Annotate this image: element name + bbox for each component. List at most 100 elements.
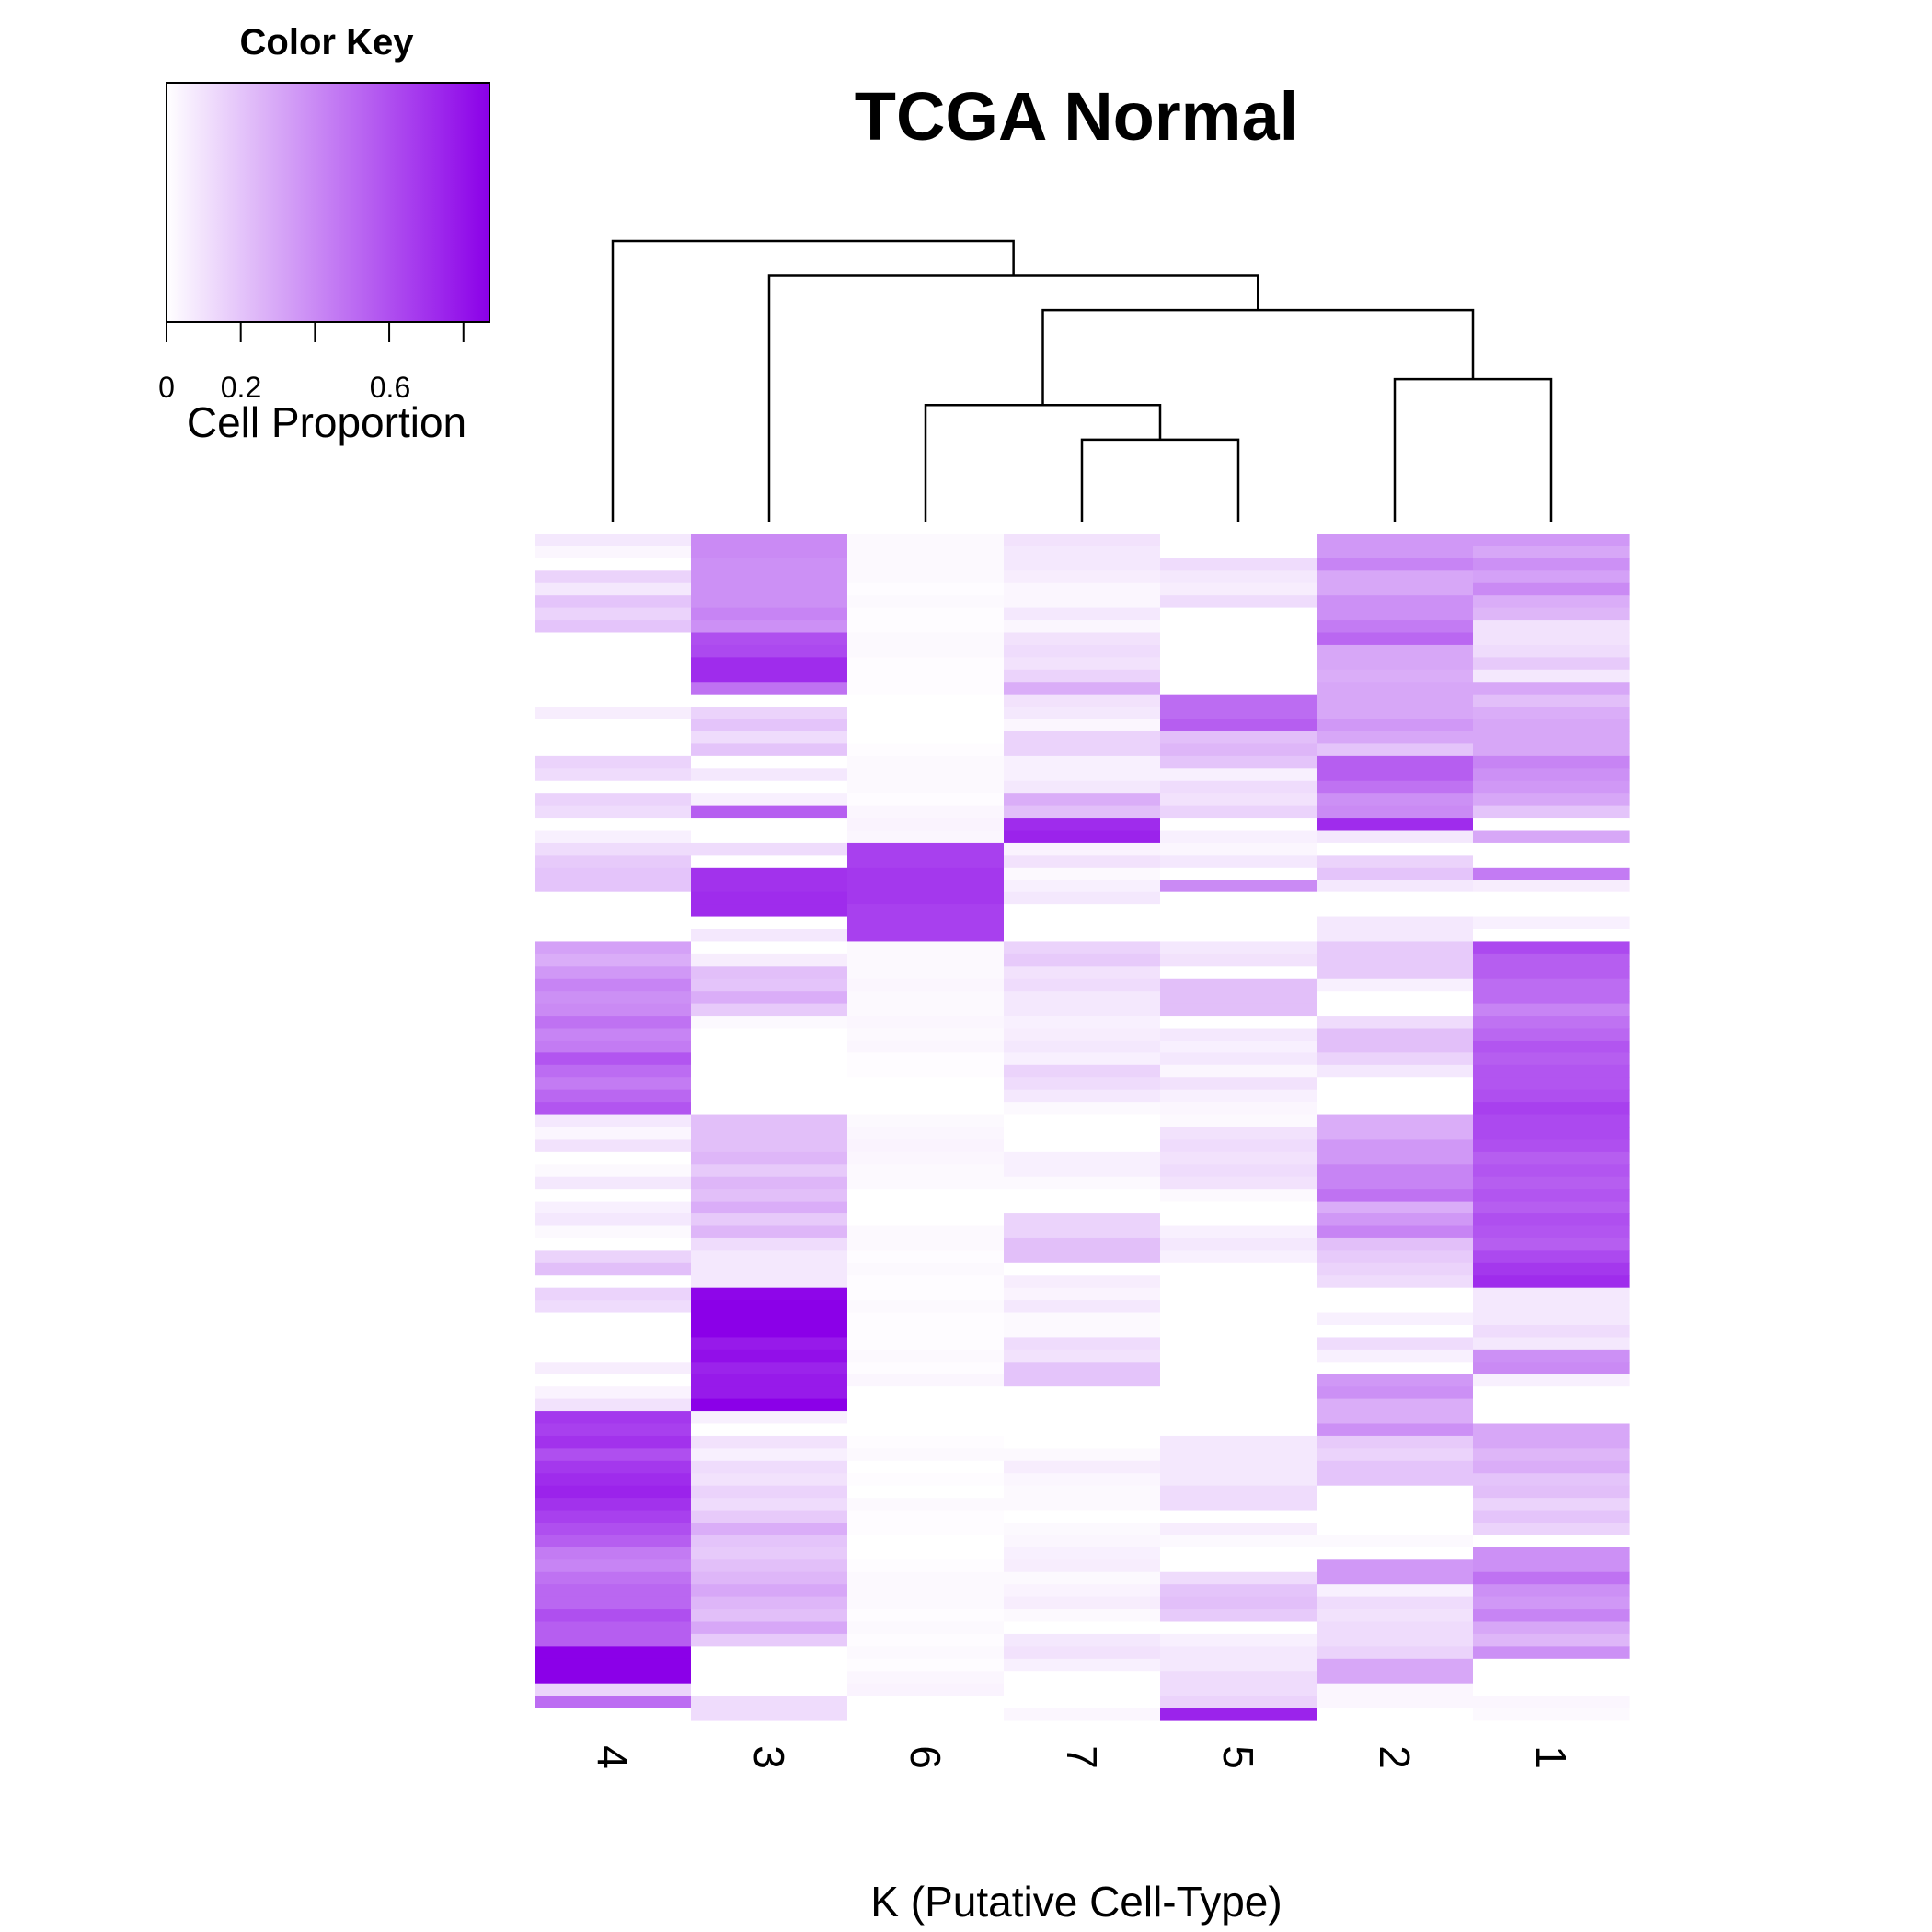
heatmap-cell-k5-row19	[1160, 768, 1317, 782]
heatmap-cell-k3-row39	[691, 1016, 848, 1029]
heatmap-cell-k5-row6	[1160, 607, 1317, 621]
heatmap-cell-k3-row59	[691, 1262, 848, 1276]
heatmap-cell-k6-row59	[847, 1262, 1005, 1276]
heatmap-cell-k5-row40	[1160, 1028, 1317, 1041]
heatmap-cell-k7-row24	[1004, 830, 1161, 844]
heatmap-cell-k7-row35	[1004, 966, 1161, 980]
heatmap-cell-k3-row58	[691, 1250, 848, 1264]
heatmap-cell-k2-row64	[1317, 1325, 1474, 1339]
heatmap-cell-k6-row50	[847, 1151, 1005, 1165]
heatmap-cell-k1-row93	[1473, 1683, 1630, 1696]
heatmap-cell-k4-row0	[535, 534, 692, 547]
heatmap-cell-k6-row28	[847, 880, 1005, 893]
heatmap-cell-k7-row16	[1004, 731, 1161, 745]
heatmap-cell-k2-row44	[1317, 1077, 1474, 1091]
heatmap-cell-k1-row86	[1473, 1596, 1630, 1610]
heatmap-cell-k5-row78	[1160, 1498, 1317, 1512]
heatmap-cell-k6-row87	[847, 1609, 1005, 1623]
heatmap-cell-k1-row66	[1473, 1349, 1630, 1363]
heatmap-cell-k5-row45	[1160, 1089, 1317, 1103]
dendrogram-branch-0	[1080, 438, 1240, 522]
heatmap-cell-k7-row76	[1004, 1473, 1161, 1487]
heatmap-cell-k5-row63	[1160, 1312, 1317, 1326]
heatmap-cell-k3-row31	[691, 916, 848, 930]
heatmap-cell-k5-row13	[1160, 694, 1317, 707]
heatmap-cell-k6-row68	[847, 1374, 1005, 1387]
heatmap-cell-k2-row5	[1317, 595, 1474, 609]
heatmap-cell-k2-row60	[1317, 1275, 1474, 1289]
heatmap-cell-k4-row7	[535, 620, 692, 634]
heatmap-cell-k2-row2	[1317, 558, 1474, 571]
heatmap-cell-k7-row91	[1004, 1658, 1161, 1672]
heatmap-cell-k3-row6	[691, 607, 848, 621]
heatmap-cell-k3-row57	[691, 1237, 848, 1251]
heatmap-cell-k1-row47	[1473, 1114, 1630, 1128]
heatmap-cell-k6-row55	[847, 1213, 1005, 1227]
heatmap-cell-k1-row78	[1473, 1498, 1630, 1512]
heatmap-cell-k6-row32	[847, 929, 1005, 943]
heatmap-cell-k3-row53	[691, 1189, 848, 1202]
heatmap-cell-k3-row37	[691, 991, 848, 1005]
heatmap-cell-k6-row58	[847, 1250, 1005, 1264]
heatmap-cell-k2-row24	[1317, 830, 1474, 844]
heatmap-cell-k4-row34	[535, 953, 692, 967]
heatmap-cell-k6-row80	[847, 1523, 1005, 1536]
heatmap-cell-k1-row84	[1473, 1571, 1630, 1585]
heatmap-cell-k4-row36	[535, 978, 692, 992]
column-label-7: 7	[1058, 1745, 1106, 1769]
heatmap-cell-k6-row76	[847, 1473, 1005, 1487]
heatmap-cell-k2-row31	[1317, 916, 1474, 930]
heatmap-cell-k2-row76	[1317, 1473, 1474, 1487]
heatmap-cell-k3-row8	[691, 632, 848, 646]
heatmap-cell-k3-row18	[691, 755, 848, 769]
heatmap-cell-k5-row39	[1160, 1016, 1317, 1029]
heatmap-cell-k3-row49	[691, 1139, 848, 1153]
heatmap-cell-k1-row68	[1473, 1374, 1630, 1387]
heatmap-cell-k3-row47	[691, 1114, 848, 1128]
heatmap-cell-k3-row55	[691, 1213, 848, 1227]
heatmap-cell-k1-row16	[1473, 731, 1630, 745]
heatmap-cell-k5-row93	[1160, 1683, 1317, 1696]
heatmap-cell-k4-row84	[535, 1571, 692, 1585]
heatmap-cell-k5-row17	[1160, 743, 1317, 757]
heatmap-cell-k5-row34	[1160, 953, 1317, 967]
heatmap-cell-k7-row14	[1004, 707, 1161, 720]
heatmap-cell-k1-row45	[1473, 1089, 1630, 1103]
heatmap-cell-k5-row42	[1160, 1052, 1317, 1066]
heatmap-cell-k1-row9	[1473, 644, 1630, 658]
heatmap-cell-k5-row69	[1160, 1386, 1317, 1400]
heatmap-cell-k1-row75	[1473, 1460, 1630, 1474]
heatmap-cell-k7-row61	[1004, 1287, 1161, 1301]
heatmap-cell-k4-row11	[535, 669, 692, 683]
heatmap-cell-k3-row50	[691, 1151, 848, 1165]
heatmap-cell-k6-row56	[847, 1225, 1005, 1239]
heatmap-cell-k4-row93	[535, 1683, 692, 1696]
heatmap-cell-k5-row35	[1160, 966, 1317, 980]
heatmap-cell-k2-row21	[1317, 793, 1474, 807]
heatmap-cell-k1-row51	[1473, 1164, 1630, 1178]
heatmap-cell-k1-row87	[1473, 1609, 1630, 1623]
heatmap-cell-k7-row38	[1004, 1003, 1161, 1017]
heatmap-cell-k2-row56	[1317, 1225, 1474, 1239]
heatmap-cell-k1-row27	[1473, 867, 1630, 880]
heatmap-cell-k5-row75	[1160, 1460, 1317, 1474]
heatmap-cell-k1-row14	[1473, 707, 1630, 720]
heatmap-cell-k7-row71	[1004, 1411, 1161, 1425]
heatmap-cell-k5-row3	[1160, 570, 1317, 584]
heatmap-cell-k6-row39	[847, 1016, 1005, 1029]
heatmap-cell-k2-row68	[1317, 1374, 1474, 1387]
heatmap-cell-k1-row40	[1473, 1028, 1630, 1041]
heatmap-cell-k4-row6	[535, 607, 692, 621]
heatmap-cell-k3-row69	[691, 1386, 848, 1400]
heatmap-cell-k5-row55	[1160, 1213, 1317, 1227]
heatmap-cell-k2-row28	[1317, 880, 1474, 893]
heatmap-cell-k1-row79	[1473, 1510, 1630, 1524]
heatmap-cell-k3-row32	[691, 929, 848, 943]
heatmap-cell-k1-row6	[1473, 607, 1630, 621]
heatmap-cell-k2-row77	[1317, 1485, 1474, 1499]
heatmap-cell-k3-row73	[691, 1435, 848, 1449]
heatmap-cell-k4-row24	[535, 830, 692, 844]
heatmap-cell-k2-row90	[1317, 1646, 1474, 1660]
heatmap-cell-k7-row52	[1004, 1176, 1161, 1190]
